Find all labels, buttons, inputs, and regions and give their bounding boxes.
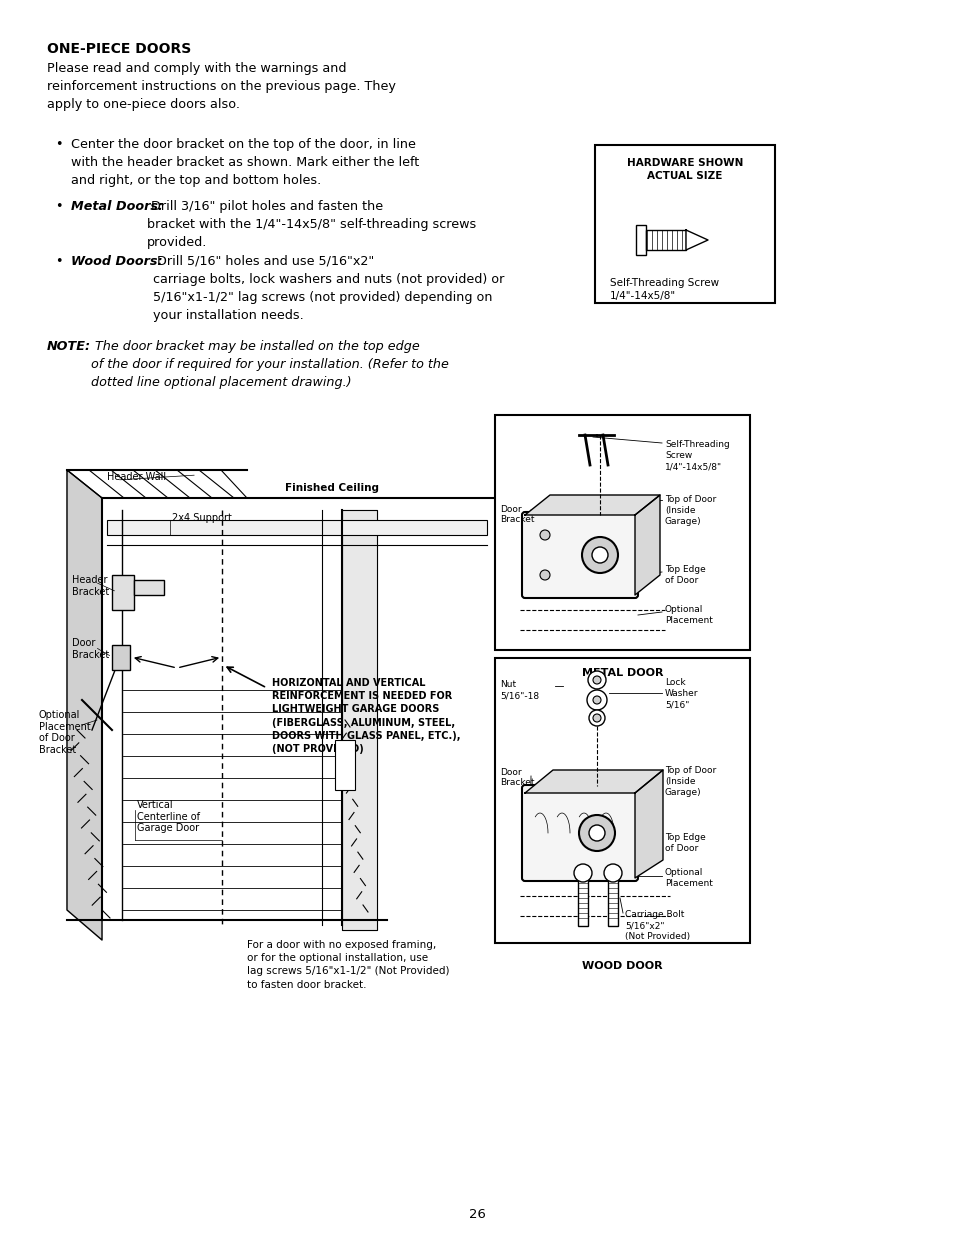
FancyBboxPatch shape xyxy=(521,785,638,881)
Text: •: • xyxy=(55,138,63,151)
Text: Nut
5/16"-18: Nut 5/16"-18 xyxy=(499,680,538,700)
Text: Header Wall: Header Wall xyxy=(107,472,166,482)
Text: •: • xyxy=(55,254,63,268)
Bar xyxy=(495,658,749,944)
Text: NOTE:: NOTE: xyxy=(47,340,91,353)
Circle shape xyxy=(593,676,600,684)
Bar xyxy=(112,645,130,671)
Text: ONE-PIECE DOORS: ONE-PIECE DOORS xyxy=(47,42,191,56)
Text: Drill 5/16" holes and use 5/16"x2"
carriage bolts, lock washers and nuts (not pr: Drill 5/16" holes and use 5/16"x2" carri… xyxy=(152,254,504,322)
Text: Center the door bracket on the top of the door, in line
with the header bracket : Center the door bracket on the top of th… xyxy=(71,138,418,186)
Bar xyxy=(495,415,749,650)
Text: HARDWARE SHOWN: HARDWARE SHOWN xyxy=(626,158,742,168)
Text: Drill 3/16" pilot holes and fasten the
bracket with the 1/4"-14x5/8" self-thread: Drill 3/16" pilot holes and fasten the b… xyxy=(147,200,476,249)
Text: Header
Bracket: Header Bracket xyxy=(71,576,110,597)
Text: Top Edge
of Door: Top Edge of Door xyxy=(664,564,705,585)
Polygon shape xyxy=(67,471,102,940)
Polygon shape xyxy=(524,495,659,515)
Text: 26: 26 xyxy=(468,1208,485,1221)
Text: Vertical
Centerline of
Garage Door: Vertical Centerline of Garage Door xyxy=(137,800,200,834)
Text: Self-Threading
Screw
1/4"-14x5/8": Self-Threading Screw 1/4"-14x5/8" xyxy=(664,440,729,472)
Text: Door
Bracket: Door Bracket xyxy=(499,768,534,788)
Text: Finished Ceiling: Finished Ceiling xyxy=(285,483,378,493)
Text: Top of Door
(Inside
Garage): Top of Door (Inside Garage) xyxy=(664,495,716,526)
Circle shape xyxy=(592,547,607,563)
Bar xyxy=(112,576,133,610)
Circle shape xyxy=(539,571,550,580)
Circle shape xyxy=(574,864,592,882)
FancyBboxPatch shape xyxy=(521,513,638,598)
Text: Door
Bracket: Door Bracket xyxy=(71,638,110,659)
Circle shape xyxy=(603,864,621,882)
Circle shape xyxy=(587,671,605,689)
Polygon shape xyxy=(341,510,376,930)
Text: Metal Doors:: Metal Doors: xyxy=(71,200,163,212)
Bar xyxy=(107,520,486,535)
Text: Top of Door
(Inside
Garage): Top of Door (Inside Garage) xyxy=(664,766,716,798)
Text: Optional
Placement: Optional Placement xyxy=(664,868,712,888)
Text: 1/4"-14x5/8": 1/4"-14x5/8" xyxy=(609,291,676,301)
Text: Carriage Bolt
5/16"x2"
(Not Provided): Carriage Bolt 5/16"x2" (Not Provided) xyxy=(624,910,689,941)
Circle shape xyxy=(581,537,618,573)
Text: •: • xyxy=(55,200,63,212)
Text: ACTUAL SIZE: ACTUAL SIZE xyxy=(647,170,722,182)
Text: Optional
Placement
of Door
Bracket: Optional Placement of Door Bracket xyxy=(39,710,91,755)
Circle shape xyxy=(593,697,600,704)
Text: Wood Doors:: Wood Doors: xyxy=(71,254,162,268)
Text: WOOD DOOR: WOOD DOOR xyxy=(581,961,662,971)
Bar xyxy=(578,871,587,926)
Circle shape xyxy=(586,690,606,710)
Text: Please read and comply with the warnings and
reinforcement instructions on the p: Please read and comply with the warnings… xyxy=(47,62,395,111)
Polygon shape xyxy=(524,769,662,793)
Text: HORIZONTAL AND VERTICAL
REINFORCEMENT IS NEEDED FOR
LIGHTWEIGHT GARAGE DOORS
(FI: HORIZONTAL AND VERTICAL REINFORCEMENT IS… xyxy=(272,678,460,755)
Text: The door bracket may be installed on the top edge
of the door if required for yo: The door bracket may be installed on the… xyxy=(91,340,449,389)
Bar xyxy=(607,871,618,926)
Text: 2x4 Support: 2x4 Support xyxy=(172,513,232,522)
Text: METAL DOOR: METAL DOOR xyxy=(581,668,662,678)
Circle shape xyxy=(588,710,604,726)
Circle shape xyxy=(578,815,615,851)
Polygon shape xyxy=(635,495,659,595)
Bar xyxy=(636,225,645,254)
Text: Lock
Washer
5/16": Lock Washer 5/16" xyxy=(664,678,698,709)
Text: For a door with no exposed framing,
or for the optional installation, use
lag sc: For a door with no exposed framing, or f… xyxy=(247,940,449,989)
Bar xyxy=(595,144,774,303)
Circle shape xyxy=(588,825,604,841)
Bar xyxy=(335,740,355,790)
Bar xyxy=(133,580,164,595)
Text: Self-Threading Screw: Self-Threading Screw xyxy=(609,278,719,288)
Text: Top Edge
of Door: Top Edge of Door xyxy=(664,832,705,853)
Text: Optional
Placement: Optional Placement xyxy=(664,605,712,625)
Polygon shape xyxy=(685,230,707,249)
Circle shape xyxy=(539,530,550,540)
Text: Door
Bracket: Door Bracket xyxy=(499,505,534,525)
Polygon shape xyxy=(635,769,662,878)
Circle shape xyxy=(593,714,600,722)
Bar xyxy=(645,230,685,249)
